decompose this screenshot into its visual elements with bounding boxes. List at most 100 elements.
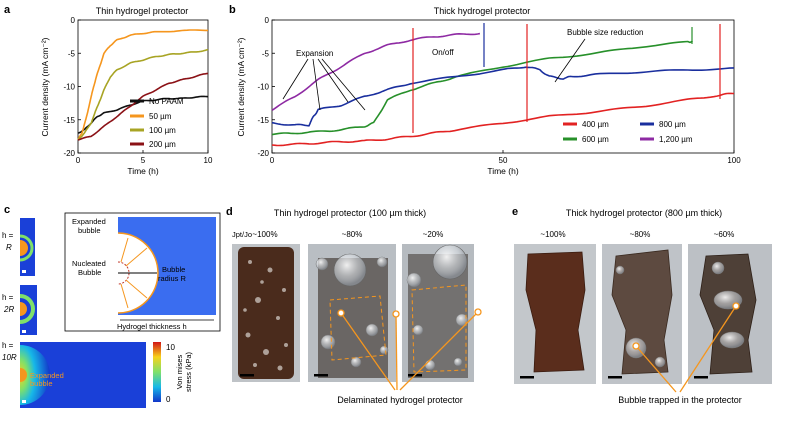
panel-a-plot-frame — [77, 19, 209, 154]
sim-row2-scale — [22, 330, 26, 333]
panel-b-series-600-m — [271, 40, 693, 136]
legend-label-100um: 100 µm — [149, 126, 176, 135]
panel-a-legend: No PAAM 50 µm 100 µm 200 µm — [130, 97, 184, 149]
panel-d-pct-2: ~80% — [342, 230, 363, 239]
panel-d-caption: Delaminated hydrogel protector — [337, 395, 463, 405]
panel-d-ratio: Jpt/Jo — [232, 230, 252, 239]
photo-d2-scalebar — [314, 374, 328, 377]
row2-h-label: h = — [2, 293, 14, 302]
panel-a-series-50-m — [77, 29, 208, 141]
panel-b-x-label: Time (h) — [487, 166, 518, 176]
panel-e-pct-2: ~80% — [630, 230, 651, 239]
sim-row3-expanded-2: bubble — [30, 379, 53, 388]
panel-a-ytick-label: -15 — [63, 116, 75, 125]
colorbar-label-1: Von mises — [175, 354, 184, 389]
panel-a-series-200-m — [77, 72, 209, 141]
panel-b-label: b — [229, 4, 236, 16]
panel-a: a Thin hydrogel protector 0 -5 -10 -15 -20 0… — [4, 4, 213, 176]
photo-d1-electrode — [238, 247, 294, 379]
panel-b-series-400-m — [271, 92, 735, 147]
panel-b: b Thick hydrogel protector 0-5-10-15-20 … — [229, 4, 741, 176]
panel-e-caption: Bubble trapped in the protector — [618, 395, 742, 405]
schematic-nucleated-2: Bubble — [78, 268, 101, 277]
photo-e1-scalebar — [520, 376, 534, 379]
panel-a-xtick-label: 0 — [76, 156, 81, 165]
panel-b-xtick-label: 0 — [270, 156, 275, 165]
panel-b-series-800-m — [271, 66, 735, 127]
panel-d-pct-3: ~20% — [423, 230, 444, 239]
schematic-expanded-2: bubble — [78, 226, 101, 235]
sim-row2-stress — [19, 294, 35, 324]
panel-b-plot-frame — [271, 19, 735, 154]
panel-c-label: c — [4, 204, 10, 216]
panel-b-xtick-label: 100 — [727, 156, 741, 165]
sim-row1-stress — [19, 234, 34, 262]
annotation-expansion: Expansion — [296, 49, 333, 58]
annotation-onoff: On/off — [432, 48, 454, 57]
panel-e-label: e — [512, 206, 518, 218]
panel-a-x-label: Time (h) — [127, 166, 158, 176]
panel-b-y-axis: 0 -5 -10 -15 -20 — [257, 16, 275, 158]
panel-b-y-label: Current density (mA cm⁻²) — [236, 37, 246, 136]
photo-d3-bubbles — [406, 272, 469, 371]
schematic-nucleated-bubble — [117, 261, 130, 285]
photo-d2-big-bubble — [333, 253, 367, 287]
annotation-bubble-size: Bubble size reduction — [567, 28, 644, 37]
sim-row1-bubble — [20, 240, 28, 256]
panel-b-series — [271, 32, 735, 147]
photo-d1-scalebar — [240, 374, 254, 377]
panel-a-y-label: Current density (mA cm⁻²) — [40, 37, 50, 136]
panel-d-callouts — [337, 308, 482, 391]
panel-e-callouts — [632, 302, 740, 393]
panel-a-y-axis: 0 -5 -10 -15 -20 — [63, 16, 81, 158]
panel-a-ytick-label: -20 — [63, 149, 75, 158]
schematic-radius-2: radius R — [158, 274, 187, 283]
panel-a-title: Thin hydrogel protector — [96, 6, 189, 16]
photo-e2-electrode — [611, 249, 673, 375]
photo-e1-electrode — [525, 251, 586, 373]
schematic-expanded-bubble — [117, 232, 159, 314]
panel-b-xtick-label: 50 — [499, 156, 508, 165]
panel-a-label: a — [4, 4, 11, 16]
photo-e3-scalebar — [694, 376, 708, 379]
schematic-expanded-1: Expanded — [72, 217, 106, 226]
panel-a-series — [77, 29, 209, 141]
panel-b-onoff-spikes — [412, 23, 721, 133]
photo-d1-bubbles — [243, 260, 288, 371]
colorbar-max: 10 — [166, 343, 175, 352]
photo-d3-big-bubble — [432, 244, 468, 280]
panel-b-ytick-label: -15 — [257, 116, 269, 125]
photo-d3-delamination — [411, 284, 467, 373]
row2-h-value: 2R — [3, 305, 14, 314]
legend-label-1200um: 1,200 µm — [659, 135, 693, 144]
colorbar — [153, 342, 161, 402]
sim-row3-scale — [22, 400, 26, 403]
row3-h-value: 10R — [2, 353, 17, 362]
panel-d: d Thin hydrogel protector (100 µm thick)… — [226, 206, 482, 405]
legend-label-no-paam: No PAAM — [149, 97, 184, 106]
sim-row2-bubble — [20, 302, 27, 316]
colorbar-label-2: stress (kPa) — [184, 352, 193, 393]
panel-a-x-axis: 0 5 10 — [76, 150, 213, 165]
panel-b-title: Thick hydrogel protector — [434, 6, 531, 16]
legend-label-800um: 800 µm — [659, 120, 686, 129]
photo-d2-delamination — [329, 295, 387, 361]
schematic-radius-1: Bubble — [162, 265, 185, 274]
panel-a-xtick-label: 5 — [141, 156, 146, 165]
panel-d-label: d — [226, 206, 233, 218]
legend-label-400um: 400 µm — [582, 120, 609, 129]
legend-label-200um: 200 µm — [149, 140, 176, 149]
panel-b-ytick-label: -10 — [257, 83, 269, 92]
panel-e-pct-3: ~60% — [714, 230, 735, 239]
sim-row1-scale — [22, 270, 26, 273]
panel-e-pct-1: ~100% — [540, 230, 565, 239]
panel-d-pct-1: ~100% — [252, 230, 277, 239]
sim-row3-bubble — [20, 368, 27, 382]
row1-h-label: h = — [2, 231, 14, 240]
panel-b-series-1-200-m — [271, 32, 481, 111]
bubble-size-arrow — [554, 38, 586, 83]
panel-a-ytick-label: -10 — [63, 83, 75, 92]
panel-e-title: Thick hydrogel protector (800 µm thick) — [566, 208, 722, 218]
panel-a-series-100-m — [77, 48, 209, 141]
